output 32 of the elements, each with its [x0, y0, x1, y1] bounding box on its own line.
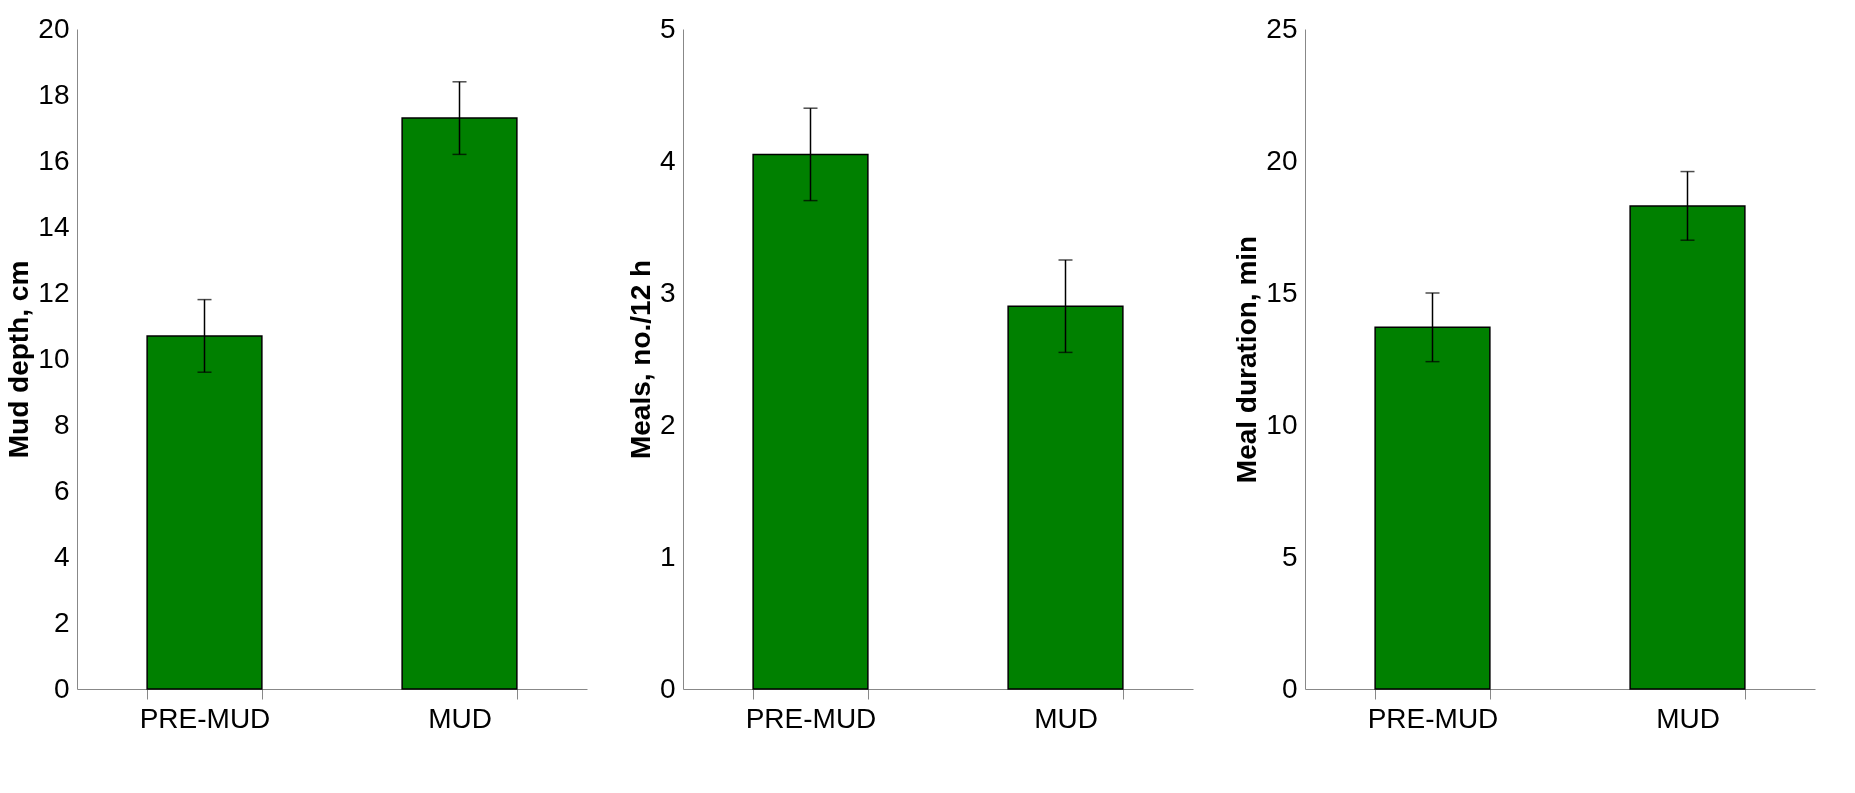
y-axis-title: Meals, no./12 h — [624, 259, 656, 460]
y-axis-title: Meal duration, min — [1231, 235, 1263, 484]
y-tick-label: 4 — [53, 540, 70, 572]
y-tick-label: 5 — [659, 12, 676, 44]
y-tick-label: 0 — [1281, 672, 1298, 704]
x-tick-label: PRE-MUD — [745, 702, 877, 734]
y-tick-label: 20 — [1266, 144, 1298, 176]
y-tick-label: 20 — [38, 12, 70, 44]
x-tick-label: MUD — [1034, 702, 1098, 734]
y-axis-title: Mud depth, cm — [3, 260, 35, 459]
x-tick-label: PRE-MUD — [139, 702, 271, 734]
y-tick-label: 16 — [38, 144, 70, 176]
y-tick-label: 14 — [38, 210, 70, 242]
y-tick-label: 15 — [1266, 276, 1298, 308]
y-tick-label: 5 — [1281, 540, 1298, 572]
y-tick-label: 10 — [38, 342, 70, 374]
y-tick-label: 6 — [53, 474, 70, 506]
x-tick-label: MUD — [1656, 702, 1720, 734]
y-tick-label: 2 — [659, 408, 676, 440]
y-tick-label: 10 — [1266, 408, 1298, 440]
y-tick-label: 2 — [53, 606, 70, 638]
y-tick-label: 0 — [53, 672, 70, 704]
y-tick-label: 8 — [53, 408, 70, 440]
y-tick-label: 25 — [1266, 12, 1298, 44]
x-tick-label: MUD — [428, 702, 492, 734]
y-tick-label: 0 — [659, 672, 676, 704]
y-tick-label: 4 — [659, 144, 676, 176]
x-tick-label: PRE-MUD — [1367, 702, 1499, 734]
y-tick-label: 1 — [659, 540, 676, 572]
y-tick-label: 12 — [38, 276, 70, 308]
y-tick-label: 3 — [659, 276, 676, 308]
y-tick-label: 18 — [38, 78, 70, 110]
